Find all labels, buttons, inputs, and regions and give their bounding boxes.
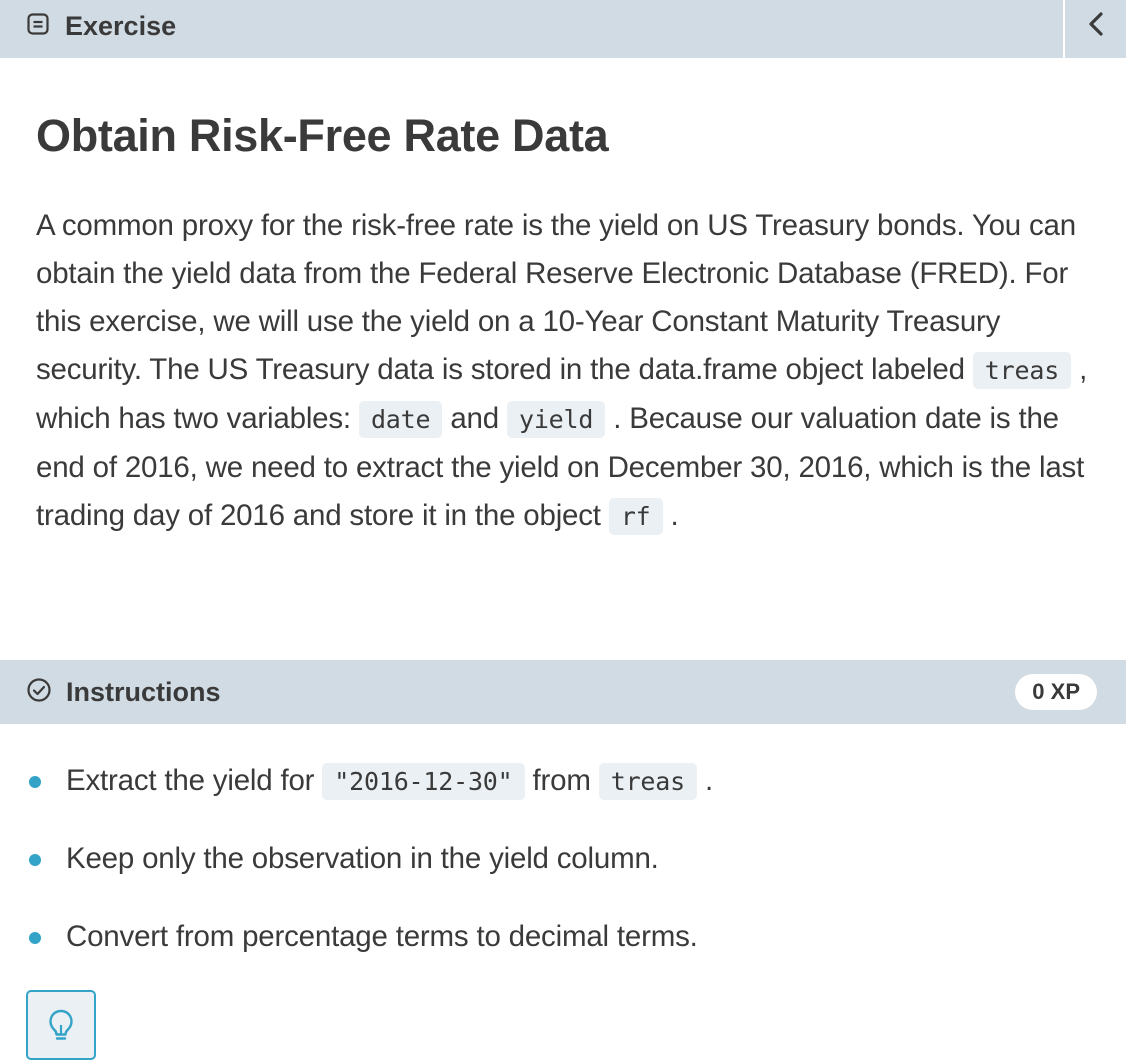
code-treas: treas [598, 763, 697, 800]
instructions-label: Instructions [66, 676, 221, 707]
step-text: Keep only the observation in the yield c… [66, 842, 659, 875]
step-text: Convert from percentage terms to decimal… [66, 920, 698, 953]
code-yield: yield [506, 401, 606, 438]
top-bar: Exercise [0, 0, 1126, 58]
instruction-item: Convert from percentage terms to decimal… [26, 908, 713, 966]
code-treas: treas [972, 352, 1072, 389]
instruction-item: Extract the yield for "2016-12-30" from tre… [26, 752, 713, 810]
instructions-title: Instructions [26, 660, 221, 724]
step-text: Extract the yield for [66, 764, 315, 797]
divider [1063, 0, 1065, 58]
bullet-icon [29, 854, 41, 866]
hint-button[interactable] [26, 990, 96, 1060]
desc-text-5: . [670, 499, 679, 532]
document-icon [26, 12, 50, 41]
desc-text-2: , which has two variables: [36, 353, 1088, 435]
bullet-icon [29, 776, 41, 788]
step-text: from [532, 764, 591, 797]
instructions-header: Instructions 0 XP [0, 660, 1126, 724]
lightbulb-icon [47, 1008, 75, 1058]
check-circle-icon [26, 677, 52, 708]
code-date-string: "2016-12-30" [322, 763, 525, 800]
desc-text-1: A common proxy for the risk-free rate is… [36, 209, 1076, 386]
tab-exercise[interactable]: Exercise [26, 0, 176, 52]
tab-label: Exercise [65, 10, 177, 41]
desc-text-4: . Because our valuation date is the end … [36, 402, 1085, 532]
instruction-item: Keep only the observation in the yield c… [26, 830, 713, 888]
bullet-icon [29, 932, 41, 944]
desc-text-3: and [450, 402, 499, 435]
chevron-left-icon [1086, 10, 1106, 43]
collapse-button[interactable] [1066, 0, 1126, 52]
code-date: date [358, 401, 443, 438]
xp-badge: 0 XP [1015, 674, 1097, 710]
instruction-list: Extract the yield for "2016-12-30" from tre… [26, 752, 713, 986]
exercise-title: Obtain Risk-Free Rate Data [36, 110, 609, 161]
step-text: . [704, 764, 713, 797]
code-rf: rf [608, 498, 663, 535]
exercise-description: A common proxy for the risk-free rate is… [36, 202, 1096, 541]
